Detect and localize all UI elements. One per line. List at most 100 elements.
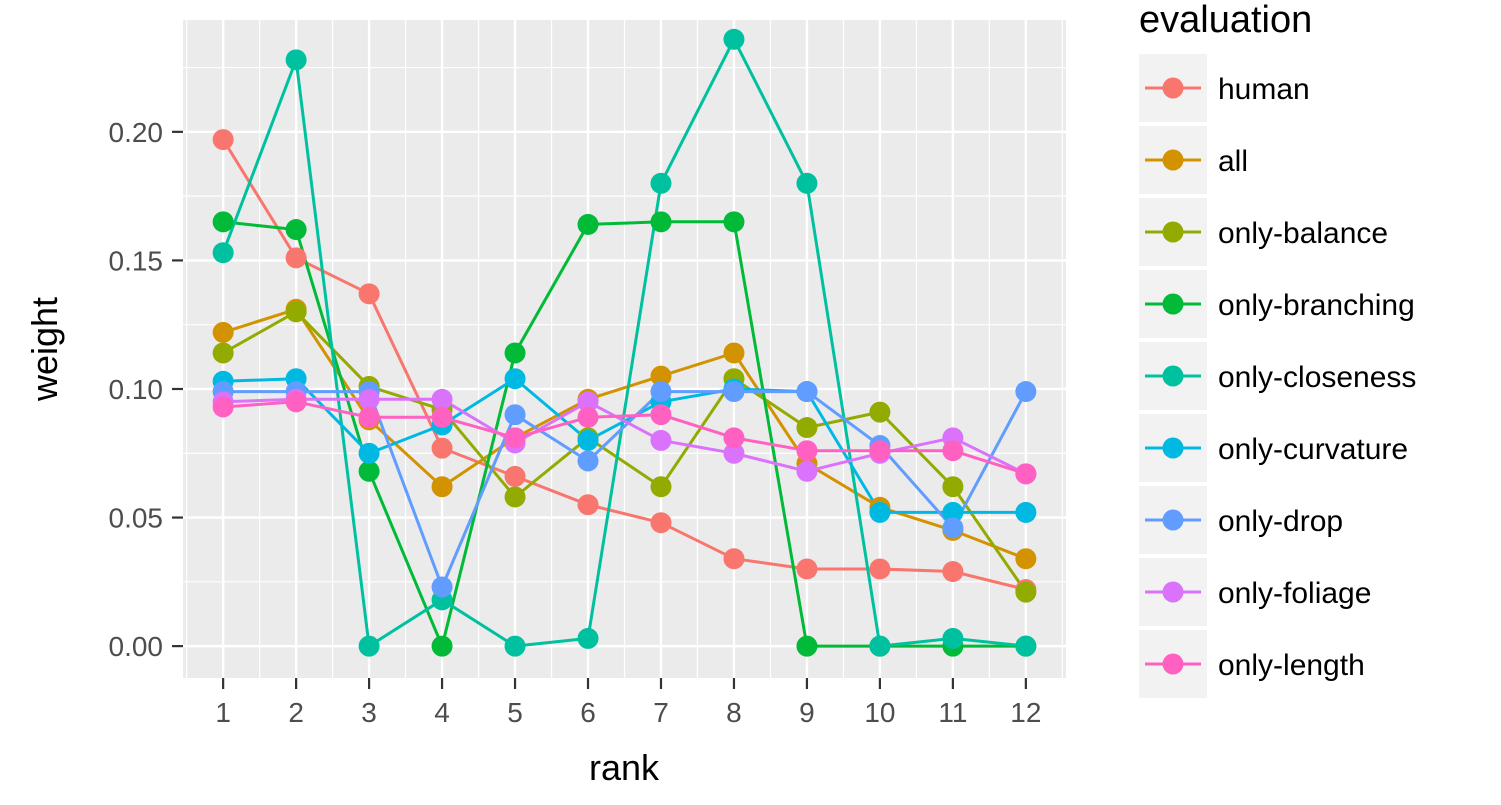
x-tick-label: 6 [580, 697, 596, 728]
y-tick-label: 0.05 [109, 503, 164, 534]
data-point-only-balance [796, 417, 818, 439]
data-point-only-drop [796, 381, 818, 403]
data-point-human [577, 494, 599, 516]
x-axis-title: rank [589, 747, 660, 788]
legend-label: all [1218, 145, 1248, 178]
data-point-only-closeness [358, 635, 380, 657]
data-point-only-foliage [358, 388, 380, 410]
data-point-only-balance [212, 342, 234, 364]
data-point-only-balance [869, 401, 891, 423]
legend-item-only-branching: only-branching [1139, 270, 1415, 338]
legend-key-point [1162, 509, 1184, 531]
legend-label: only-curvature [1218, 433, 1408, 466]
data-point-only-length [796, 440, 818, 462]
data-point-only-length [869, 440, 891, 462]
data-point-human [942, 561, 964, 583]
data-point-only-branching [796, 635, 818, 657]
data-point-only-balance [285, 301, 307, 323]
data-point-only-balance [1015, 581, 1037, 603]
legend-label: human [1218, 73, 1310, 106]
data-point-only-closeness [942, 627, 964, 649]
data-point-only-branching [285, 219, 307, 241]
data-point-only-curvature [577, 429, 599, 451]
data-point-only-curvature [869, 501, 891, 523]
data-point-only-length [577, 406, 599, 428]
legend-key-point [1162, 149, 1184, 171]
series-line-only-closeness [221, 37, 1027, 648]
data-point-only-drop [577, 450, 599, 472]
data-point-only-drop [723, 381, 745, 403]
data-point-all [1015, 548, 1037, 570]
data-point-only-curvature [1015, 501, 1037, 523]
data-point-only-drop [650, 381, 672, 403]
legend-key-point [1162, 581, 1184, 603]
data-point-only-closeness [577, 627, 599, 649]
y-tick-label: 0.15 [109, 245, 164, 276]
data-point-all [212, 321, 234, 343]
data-point-human [431, 437, 453, 459]
legend-key-point [1162, 653, 1184, 675]
data-point-only-branching [504, 342, 526, 364]
data-point-human [285, 247, 307, 269]
y-tick-label: 0.20 [109, 117, 164, 148]
y-tick-label: 0.00 [109, 631, 164, 662]
data-point-only-drop [942, 517, 964, 539]
x-tick-label: 10 [864, 697, 895, 728]
legend-item-human: human [1139, 54, 1310, 122]
legend-item-only-curvature: only-curvature [1139, 414, 1408, 482]
data-point-only-branching [723, 211, 745, 233]
legend-item-only-length: only-length [1139, 630, 1365, 698]
legend-item-only-balance: only-balance [1139, 198, 1388, 266]
data-point-human [504, 465, 526, 487]
x-tick-label: 7 [653, 697, 669, 728]
x-tick-label: 9 [799, 697, 815, 728]
data-point-only-length [650, 404, 672, 426]
data-point-only-closeness [650, 172, 672, 194]
data-point-human [796, 558, 818, 580]
data-point-only-length [723, 427, 745, 449]
legend-label: only-branching [1218, 289, 1415, 322]
data-point-only-closeness [1015, 635, 1037, 657]
data-point-only-length [285, 391, 307, 413]
x-tick-label: 2 [288, 697, 304, 728]
data-point-only-length [431, 406, 453, 428]
data-point-only-closeness [285, 49, 307, 71]
legend-key-point [1162, 293, 1184, 315]
data-point-only-branching [212, 211, 234, 233]
series-line-only-length [222, 400, 1027, 476]
y-tick-label: 0.10 [109, 374, 164, 405]
legend-key-point [1162, 365, 1184, 387]
data-point-only-balance [504, 486, 526, 508]
data-point-only-foliage [577, 391, 599, 413]
legend-key-point [1162, 221, 1184, 243]
data-point-only-curvature [358, 442, 380, 464]
data-point-only-foliage [723, 442, 745, 464]
legend-label: only-closeness [1218, 361, 1416, 394]
data-point-human [358, 283, 380, 305]
legend-item-only-closeness: only-closeness [1139, 342, 1416, 410]
y-axis-title: weight [24, 297, 65, 402]
x-tick-label: 12 [1010, 697, 1041, 728]
data-point-only-branching [431, 635, 453, 657]
data-point-all [650, 365, 672, 387]
legend-label: only-drop [1218, 505, 1343, 538]
x-tick-label: 4 [434, 697, 450, 728]
data-point-only-foliage [650, 429, 672, 451]
x-tick-label: 11 [938, 697, 967, 728]
legend-key-point [1162, 437, 1184, 459]
y-axis: 0.00 0.05 0.10 0.15 0.20 [109, 117, 183, 662]
data-point-only-closeness [723, 28, 745, 50]
data-point-only-closeness [796, 172, 818, 194]
data-point-only-length [212, 396, 234, 418]
x-tick-label: 8 [726, 697, 742, 728]
legend-item-all: all [1139, 126, 1248, 194]
legend-item-only-drop: only-drop [1139, 486, 1343, 554]
data-point-only-balance [650, 476, 672, 498]
legend-title: evaluation [1139, 0, 1312, 41]
legend-label: only-balance [1218, 217, 1388, 250]
data-point-human [869, 558, 891, 580]
series-line-only-drop [223, 390, 1028, 589]
data-point-only-curvature [942, 501, 964, 523]
x-tick-label: 1 [215, 697, 231, 728]
